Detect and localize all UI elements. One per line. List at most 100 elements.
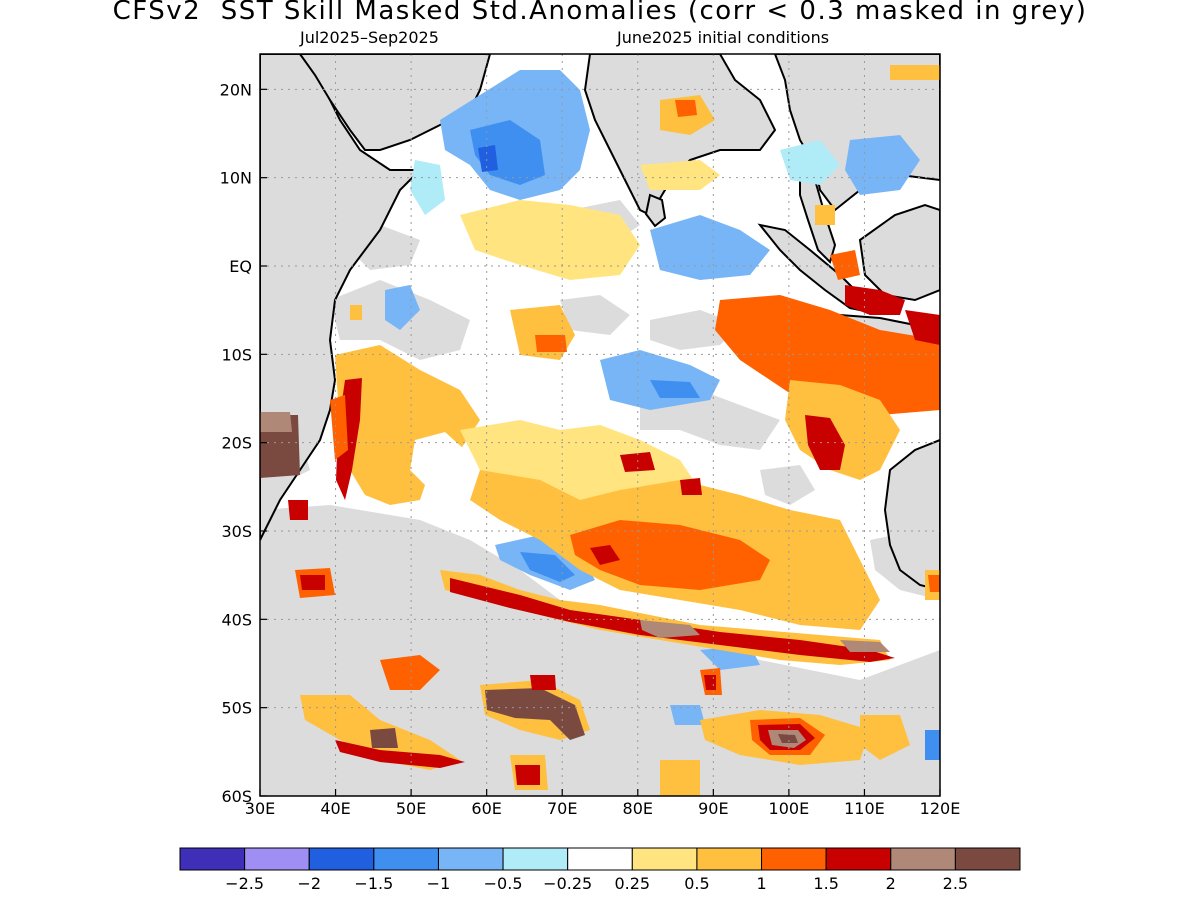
colorbar-swatch — [502, 847, 569, 871]
positive-anomaly-region — [675, 100, 697, 117]
latitude-axis: 20N 10N EQ 10S 20S 30S 40S 50S 60S — [220, 80, 267, 806]
colorbar-swatch — [567, 847, 633, 871]
colorbar-swatch — [437, 847, 504, 871]
colorbar-label: 2 — [886, 874, 896, 893]
positive-anomaly-region — [845, 285, 905, 315]
negative-anomaly-region — [780, 140, 840, 185]
colorbar-swatch — [954, 847, 1021, 871]
latitude-tick-label: 20N — [220, 80, 252, 99]
plot-frame — [259, 53, 941, 797]
negative-anomaly-region — [845, 135, 920, 195]
land — [260, 54, 940, 592]
positive-anomaly-region — [410, 432, 465, 490]
positive-anomaly-region — [640, 620, 700, 638]
colorbar-label: 1 — [756, 874, 766, 893]
longitude-tick-label: 50E — [396, 799, 426, 818]
positive-anomaly-region — [530, 675, 556, 690]
africa-land — [260, 54, 423, 541]
borneo-land — [858, 203, 940, 302]
latitude-tick-label: 30S — [221, 522, 252, 541]
positive-anomaly-region — [380, 655, 440, 690]
colorbar-label: −2 — [297, 874, 321, 893]
colorbar-swatch — [308, 847, 375, 871]
longitude-tick-label: 40E — [320, 799, 350, 818]
graticule — [260, 54, 940, 796]
negative-anomaly-region — [385, 285, 420, 330]
positive-anomaly-region — [485, 688, 585, 740]
anomaly-field — [260, 54, 940, 796]
longitude-axis: 30E 40E 50E 60E 70E 80E 90E 100E 110E 120E — [245, 789, 961, 818]
latitude-tick-label: 10N — [220, 169, 252, 188]
plot-title: CFSv2 SST Skill Masked Std.Anomalies (co… — [112, 0, 1088, 26]
initial-conditions-label: June2025 initial conditions — [617, 28, 830, 47]
latitude-tick-label: 60S — [221, 787, 252, 806]
colorbar-swatch — [761, 847, 827, 871]
positive-anomaly-region — [778, 734, 798, 743]
positive-anomaly-region — [450, 578, 895, 662]
negative-anomaly-region — [410, 160, 445, 215]
positive-anomaly-region — [460, 200, 640, 280]
colorbar-swatch — [890, 847, 956, 871]
colorbar-label: 0.5 — [684, 874, 709, 893]
latitude-tick-label: 40S — [221, 610, 252, 629]
longitude-tick-label: 110E — [844, 799, 885, 818]
positive-anomaly-region — [260, 412, 292, 432]
negative-anomaly-region — [478, 145, 498, 172]
anomaly-contours — [260, 65, 940, 796]
positive-anomaly-region — [815, 205, 835, 225]
positive-anomaly-region — [660, 760, 700, 796]
colorbar-swatch — [825, 847, 892, 871]
positive-anomaly-region — [330, 395, 348, 460]
positive-anomaly-region — [590, 545, 620, 565]
positive-anomaly-region — [640, 160, 720, 190]
latitude-tick-label: 20S — [221, 434, 252, 453]
latitude-tick-label: EQ — [229, 257, 252, 276]
positive-anomaly-region — [335, 345, 480, 505]
positive-anomaly-region — [300, 575, 325, 590]
positive-anomaly-region — [860, 715, 910, 760]
positive-anomaly-region — [840, 640, 890, 652]
negative-anomaly-region — [650, 380, 700, 398]
colorbar-swatch — [244, 847, 310, 871]
positive-anomaly-region — [830, 250, 860, 280]
positive-anomaly-region — [715, 295, 940, 415]
colorbar-label: −0.25 — [543, 874, 592, 893]
latitude-tick-label: 50S — [221, 699, 252, 718]
positive-anomaly-region — [890, 65, 940, 80]
negative-anomaly-region — [650, 215, 770, 280]
positive-anomaly-region — [704, 675, 716, 690]
colorbar-label: −1.5 — [354, 874, 393, 893]
positive-anomaly-region — [570, 520, 770, 590]
negative-anomaly-region — [670, 705, 705, 725]
longitude-tick-label: 80E — [623, 799, 653, 818]
colorbar-label: 1.5 — [813, 874, 838, 893]
positive-anomaly-region — [335, 740, 465, 768]
positive-anomaly-region — [288, 500, 308, 520]
valid-period-label: Jul2025–Sep2025 — [300, 28, 439, 47]
longitude-tick-label: 70E — [547, 799, 577, 818]
colorbar-label: 0.25 — [614, 874, 650, 893]
negative-anomaly-region — [925, 730, 940, 760]
latitude-tick-label: 10S — [221, 345, 252, 364]
longitude-tick-label: 90E — [698, 799, 728, 818]
colorbar-swatch — [631, 847, 698, 871]
arabia-land — [298, 54, 492, 151]
colorbar-label: 2.5 — [943, 874, 968, 893]
longitude-tick-label: 60E — [471, 799, 501, 818]
positive-anomaly-region — [370, 728, 398, 748]
colorbar-label: −1 — [427, 874, 451, 893]
positive-anomaly-region — [535, 335, 567, 352]
positive-anomaly-region — [680, 478, 702, 495]
colorbar-swatch — [696, 847, 763, 871]
positive-anomaly-region — [350, 305, 362, 320]
positive-anomaly-region — [515, 765, 540, 785]
longitude-tick-label: 120E — [920, 799, 961, 818]
positive-anomaly-region — [928, 575, 940, 592]
longitude-tick-label: 100E — [769, 799, 810, 818]
negative-anomaly-region — [520, 552, 575, 582]
colorbar-label: −2.5 — [225, 874, 264, 893]
colorbar: −2.5 −2 −1.5 −1 −0.5 −0.25 0.25 0.5 1 1.5 2 2.5 — [179, 847, 1021, 893]
colorbar-swatch — [373, 847, 439, 871]
positive-anomaly-region — [905, 310, 940, 345]
